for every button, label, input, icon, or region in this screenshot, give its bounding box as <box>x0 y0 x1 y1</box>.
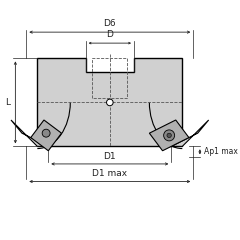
Text: D1: D1 <box>103 152 116 161</box>
Polygon shape <box>171 120 209 146</box>
Polygon shape <box>31 120 61 151</box>
Polygon shape <box>11 120 48 146</box>
Text: D1 max: D1 max <box>92 169 127 178</box>
Polygon shape <box>37 59 182 146</box>
Text: Ap1 max: Ap1 max <box>204 147 238 156</box>
Text: D: D <box>106 30 113 39</box>
Circle shape <box>42 129 50 137</box>
Circle shape <box>164 130 175 141</box>
Circle shape <box>167 133 171 138</box>
Polygon shape <box>149 120 189 151</box>
Circle shape <box>107 99 113 106</box>
Text: L: L <box>5 98 10 107</box>
Text: D6: D6 <box>103 19 116 28</box>
